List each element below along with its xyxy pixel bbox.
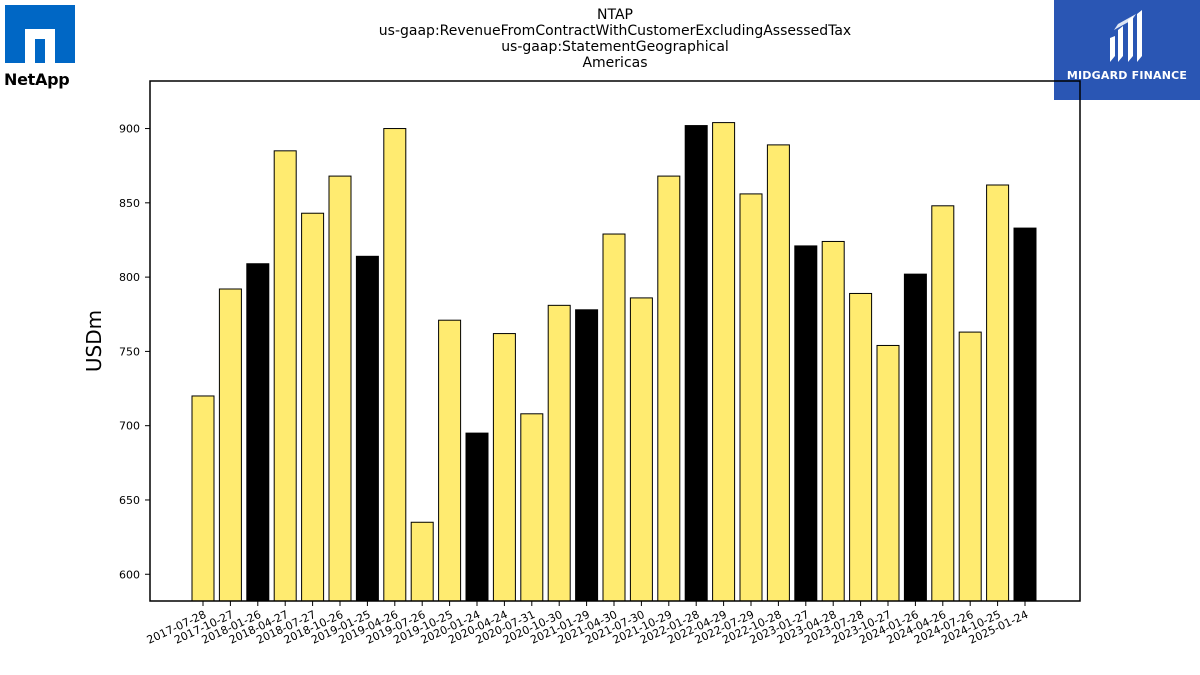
y-tick-label: 900 <box>119 123 140 136</box>
bar <box>821 240 845 602</box>
midgard-finance-logo: MIDGARD FINANCE <box>1054 0 1200 100</box>
bar <box>492 333 516 602</box>
bar <box>766 144 790 602</box>
netapp-logo-text: NetApp <box>4 70 70 89</box>
bar <box>931 205 955 602</box>
chart-subtitle-concept: us-gaap:RevenueFromContractWithCustomerE… <box>378 23 852 39</box>
bar <box>355 255 379 602</box>
bar <box>876 344 900 602</box>
bar <box>986 184 1010 602</box>
bar <box>712 122 736 602</box>
bar <box>575 309 599 602</box>
bar <box>657 175 681 602</box>
bar <box>438 319 462 602</box>
y-tick-label: 600 <box>119 568 140 581</box>
bar <box>602 233 626 602</box>
netapp-logo: NetApp <box>4 4 84 94</box>
bar <box>465 432 489 602</box>
bar <box>520 413 544 602</box>
bar <box>328 175 352 602</box>
bar <box>273 150 297 602</box>
y-tick-label: 700 <box>119 420 140 433</box>
y-tick-label: 650 <box>119 494 140 507</box>
bar <box>739 193 763 602</box>
chart-title: NTAP <box>597 7 633 23</box>
bar <box>246 263 270 602</box>
bar <box>684 125 708 602</box>
bar <box>849 292 873 602</box>
bar <box>218 288 242 602</box>
y-tick-label: 800 <box>119 271 140 284</box>
netapp-logo-mark-icon <box>5 5 75 63</box>
plot-frame <box>149 80 1081 602</box>
chart-subtitle-axis: us-gaap:StatementGeographical <box>501 39 729 55</box>
chart-subtitle-member: Americas <box>582 55 648 71</box>
bar <box>383 128 407 602</box>
midgard-logo-text: MIDGARD FINANCE <box>1066 69 1188 82</box>
bar <box>547 304 571 602</box>
bar <box>903 273 927 602</box>
y-tick-label: 750 <box>119 345 140 358</box>
bar <box>301 212 325 602</box>
y-axis-label: USDm <box>82 310 106 372</box>
bar <box>410 521 434 602</box>
bar <box>191 395 215 602</box>
bar <box>1013 227 1037 602</box>
midgard-logo-mark-icon <box>1110 10 1142 62</box>
bar <box>794 245 818 602</box>
bar <box>958 331 982 602</box>
y-tick-label: 850 <box>119 197 140 210</box>
bar <box>629 297 653 602</box>
